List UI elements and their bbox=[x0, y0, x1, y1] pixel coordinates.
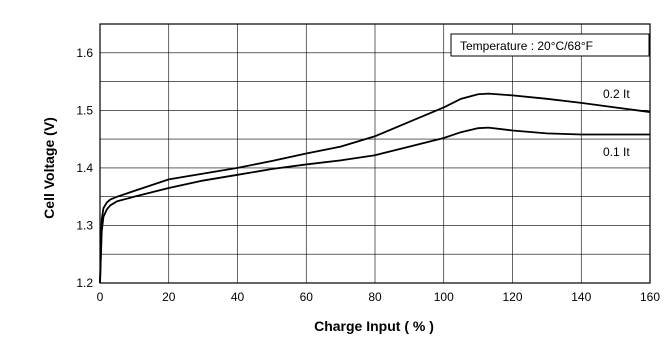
series-line-0-2-it bbox=[99, 92, 651, 284]
x-tick-label: 140 bbox=[571, 290, 591, 304]
series-label-0-1-it: 0.1 It bbox=[603, 145, 630, 159]
x-tick-label: 120 bbox=[502, 290, 522, 304]
y-tick-label: 1.3 bbox=[76, 218, 93, 232]
x-tick-label: 40 bbox=[231, 290, 245, 304]
x-tick-label: 160 bbox=[640, 290, 660, 304]
x-tick-label: 80 bbox=[368, 290, 382, 304]
x-tick-label: 20 bbox=[162, 290, 176, 304]
annotation-box bbox=[450, 33, 650, 57]
y-tick-label: 1.6 bbox=[76, 46, 93, 60]
series-line-0-1-it bbox=[99, 126, 650, 284]
plot-frame bbox=[99, 23, 651, 284]
y-axis-title: Cell Voltage (V) bbox=[41, 117, 57, 219]
x-axis-title: Charge Input ( % ) bbox=[314, 318, 434, 334]
series-label-0-2-it: 0.2 It bbox=[603, 87, 630, 101]
tick-labels: 0 20 40 60 80 100 120 140 160 1.2 1.3 1.4 1.5 1.6 bbox=[76, 46, 660, 304]
y-tick-label: 1.5 bbox=[76, 103, 93, 117]
y-tick-label: 1.4 bbox=[76, 161, 93, 175]
x-tick-label: 100 bbox=[434, 290, 454, 304]
y-tick-label: 1.2 bbox=[76, 276, 93, 290]
x-tick-label: 0 bbox=[97, 290, 104, 304]
annotation-text: Temperature : 20°C/68°F bbox=[460, 39, 593, 53]
grid bbox=[99, 24, 651, 283]
series-layer bbox=[99, 92, 651, 284]
x-tick-label: 60 bbox=[300, 290, 314, 304]
